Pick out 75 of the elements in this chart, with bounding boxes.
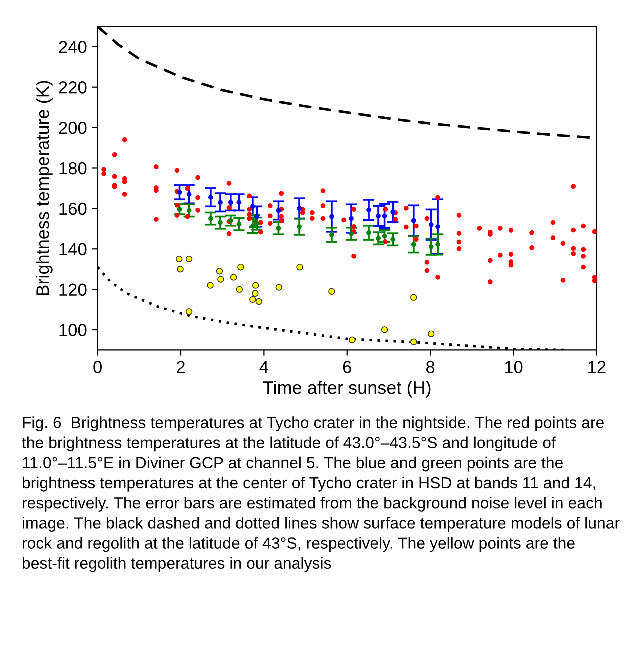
point	[207, 282, 214, 289]
point	[328, 288, 336, 295]
point	[254, 214, 260, 220]
point	[412, 242, 416, 248]
caption: Fig. 6 Brightness temperatures at Tycho crater in the nightside. The red points are the brightness temperatures at the latitude of 43.0°–43.5°S and longitude of 11.0°–11.5°E in Diviner GCP at channel 5. The blue and green points are the brightness temperatures at the center of Tycho crater in HSD at bands 11 and 14, respectively. The error bars are estimated from the background noise level in each image. The black dashed and dotted lines show surface temperature models of lunar rock and regolith at the latitude of 43°S, respectively. The yellow points are the best-fit regolith temperatures in our analysis	[22, 416, 620, 572]
point	[297, 206, 302, 212]
point	[177, 266, 184, 273]
point	[390, 210, 396, 215]
point	[436, 242, 440, 248]
y-tick-label: 200	[59, 122, 87, 134]
point	[276, 208, 282, 214]
y-tick-label: 140	[60, 243, 87, 256]
point	[349, 232, 354, 236]
y-tick-label: 220	[59, 82, 87, 94]
point	[381, 326, 388, 334]
point	[177, 190, 182, 195]
x-tick-label: 6	[343, 361, 352, 374]
point	[296, 264, 304, 271]
point	[186, 256, 193, 263]
point	[382, 234, 388, 239]
point	[276, 284, 283, 291]
point	[236, 222, 242, 227]
point	[428, 222, 434, 228]
point	[428, 244, 434, 250]
point	[256, 298, 263, 306]
point	[238, 264, 244, 271]
point	[390, 237, 396, 242]
point	[236, 200, 242, 206]
point	[349, 216, 354, 222]
x-axis-title: Time after sunset (H)	[263, 381, 431, 398]
y-tick-label: 160	[60, 202, 87, 216]
point	[366, 208, 372, 213]
point	[218, 220, 223, 226]
point	[410, 338, 418, 346]
x-tick-label: 10	[505, 361, 523, 374]
point	[250, 204, 256, 210]
point	[297, 224, 302, 230]
point	[410, 294, 418, 302]
point	[218, 200, 223, 206]
point	[252, 290, 259, 297]
point	[236, 286, 244, 293]
y-tick-label: 100	[60, 324, 87, 336]
y-tick-label: 120	[60, 284, 87, 296]
point	[186, 208, 192, 214]
point	[208, 195, 214, 200]
point	[252, 282, 260, 289]
point	[230, 274, 238, 281]
point	[366, 230, 372, 236]
point	[330, 214, 334, 220]
point	[276, 226, 282, 231]
point	[177, 207, 182, 212]
point	[186, 192, 192, 197]
point	[228, 200, 234, 206]
point	[376, 236, 381, 242]
point	[376, 214, 381, 219]
point	[330, 232, 334, 238]
point	[412, 218, 416, 224]
y-axis-title: Brightness temperature (K)	[36, 81, 53, 296]
point	[176, 256, 183, 263]
x-tick-label: 0	[94, 361, 102, 374]
x-tick-label: 8	[426, 361, 435, 374]
point	[382, 214, 388, 219]
x-tick-label: 2	[177, 361, 185, 374]
x-tick-label: 4	[260, 361, 268, 374]
point	[216, 268, 224, 275]
y-tick-label: 240	[59, 41, 87, 54]
point	[348, 336, 356, 344]
point	[428, 330, 435, 338]
point	[208, 216, 214, 222]
point	[218, 276, 224, 283]
y-tick-label: 180	[60, 162, 87, 175]
point	[250, 296, 256, 304]
point	[186, 308, 193, 316]
point	[436, 224, 440, 230]
x-tick-label: 12	[588, 361, 606, 374]
